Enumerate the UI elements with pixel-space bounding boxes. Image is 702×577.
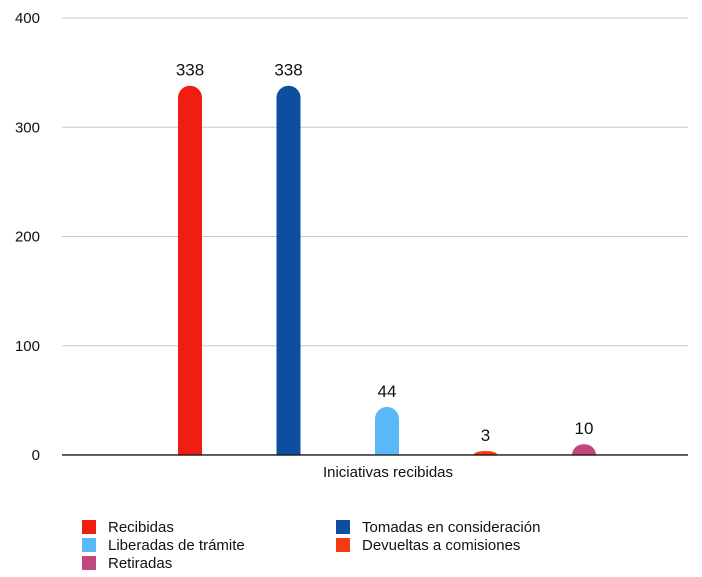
y-tick-label: 200	[15, 229, 40, 246]
data-label: 3	[481, 426, 490, 445]
legend-item: Recibidas	[82, 518, 336, 536]
y-axis: 0 100 200 300 400	[15, 10, 40, 464]
legend-item: Tomadas en consideración	[336, 518, 622, 536]
legend-swatch	[82, 538, 96, 552]
legend-swatch	[336, 520, 350, 534]
legend-swatch	[82, 556, 96, 570]
legend-item: Liberadas de trámite	[82, 536, 336, 554]
data-labels: 338 338 44 3 10	[176, 61, 594, 445]
bar-chart: 0 100 200 300 400 338 338 44 3 10 Iniciativas re…	[15, 10, 688, 481]
bar-liberadas-de-tr-mite	[375, 406, 399, 467]
bar-tomadas-en-consideraci-n	[276, 85, 301, 468]
legend-label: Tomadas en consideración	[362, 518, 541, 536]
y-tick-label: 300	[15, 119, 40, 136]
legend-item: Devueltas a comisiones	[336, 536, 622, 554]
y-tick-label: 400	[15, 10, 40, 27]
legend-label: Retiradas	[108, 554, 173, 572]
data-label: 338	[274, 61, 302, 80]
legend-label: Liberadas de trámite	[108, 536, 245, 554]
legend-label: Devueltas a comisiones	[362, 536, 521, 554]
legend: Recibidas Tomadas en consideración Liberad…	[82, 518, 622, 572]
y-tick-label: 100	[15, 338, 40, 355]
bar-recibidas	[178, 85, 202, 468]
data-label: 338	[176, 61, 204, 80]
legend-label: Recibidas	[108, 518, 174, 536]
bars	[62, 85, 688, 476]
legend-swatch	[82, 520, 96, 534]
legend-item: Retiradas	[82, 554, 336, 572]
gridlines	[62, 17, 688, 456]
data-label: 10	[575, 419, 594, 438]
y-tick-label: 0	[32, 447, 40, 464]
data-label: 44	[378, 382, 397, 401]
baseline-mask	[62, 455, 688, 476]
category-label: Iniciativas recibidas	[323, 464, 453, 481]
legend-swatch	[336, 538, 350, 552]
